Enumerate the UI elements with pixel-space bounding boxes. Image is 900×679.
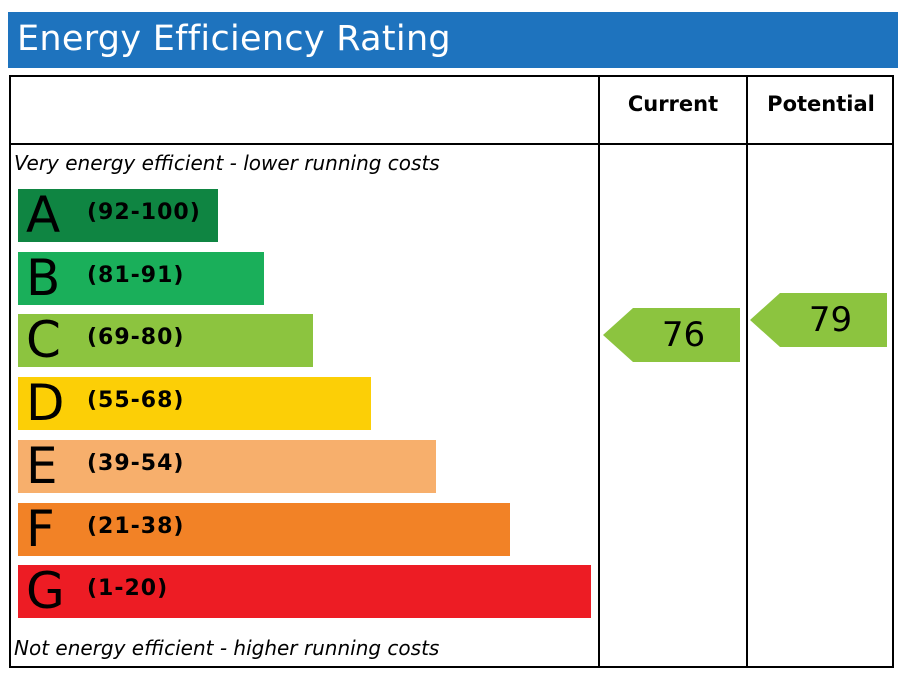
band-d: D (55-68) (18, 374, 371, 433)
band-a: A (92-100) (18, 186, 218, 244)
current-column-header: Current (627, 92, 719, 116)
band-f: F (21-38) (18, 499, 510, 558)
potential-rating-arrow: 79 (750, 293, 887, 348)
page-title: Energy Efficiency Rating (17, 19, 451, 59)
band-range: (69-80) (87, 325, 185, 351)
band-b: B (81-91) (18, 248, 264, 307)
top-note: Very energy efficient - lower running co… (14, 151, 440, 175)
band-range: (1-20) (87, 576, 169, 602)
band-letter: G (26, 562, 65, 621)
arrow-polygon (750, 293, 887, 348)
band-letter: E (26, 436, 58, 495)
header-divider (9, 143, 894, 145)
band-letter: F (26, 499, 55, 558)
column-divider-potential (746, 75, 748, 668)
band-g: G (1-20) (18, 562, 591, 621)
column-divider-current (598, 75, 600, 668)
band-range: (21-38) (87, 513, 185, 539)
band-letter: D (26, 374, 65, 433)
rating-value: 76 (661, 314, 706, 355)
band-range: (81-91) (87, 262, 185, 288)
arrow-polygon (603, 307, 740, 362)
band-e: E (39-54) (18, 436, 436, 495)
band-range: (55-68) (87, 388, 185, 414)
band-c: C (69-80) (18, 311, 313, 370)
band-letter: A (26, 186, 61, 244)
arrow-shape (750, 293, 887, 348)
band-letter: B (26, 248, 61, 307)
rating-table (9, 75, 894, 668)
band-range: (92-100) (87, 200, 201, 225)
potential-column-header: Potential (767, 92, 875, 116)
title-bar: Energy Efficiency Rating (8, 12, 898, 68)
current-rating-arrow: 76 (603, 307, 740, 362)
rating-value: 79 (808, 300, 853, 341)
band-letter: C (26, 311, 61, 370)
arrow-shape (603, 307, 740, 362)
band-range: (39-54) (87, 450, 185, 476)
bottom-note: Not energy efficient - higher running co… (14, 636, 440, 660)
